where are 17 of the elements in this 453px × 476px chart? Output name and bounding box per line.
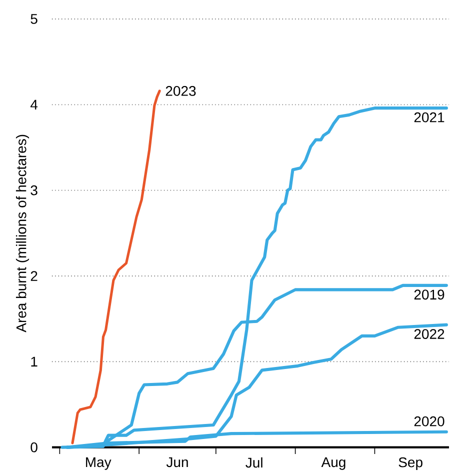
y-tick-label: 0 [30,442,38,452]
series-label: 2023 [166,86,196,96]
y-axis-title: Area burnt (millions of hectares) [16,134,30,332]
x-tick-label: Jul [246,457,262,468]
y-tick-label: 4 [30,100,38,110]
x-tick-label: Sep [398,457,422,470]
y-tick-label: 5 [30,14,38,24]
y-tick-label: 2 [30,271,38,281]
x-tick-label: Aug [321,457,346,470]
x-tick-label: Jun [166,457,188,468]
series-label: 2021 [414,112,444,122]
y-tick-label: 3 [30,185,38,196]
y-tick-label: 1 [31,356,38,366]
series-label: 2020 [414,416,444,426]
series-label: 2019 [414,290,444,300]
x-tick-label: May [86,457,112,470]
series-label: 2022 [414,329,444,339]
